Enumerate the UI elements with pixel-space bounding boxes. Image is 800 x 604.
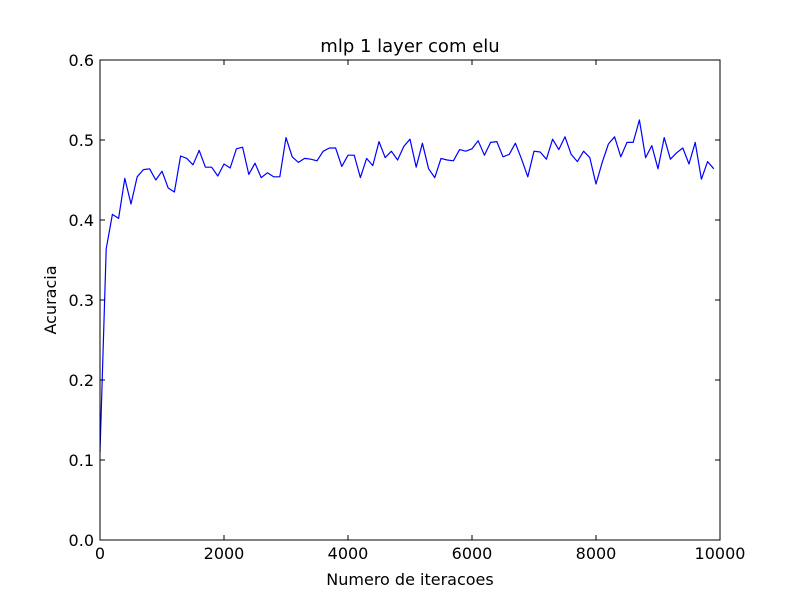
x-tick-label: 4000 xyxy=(328,544,369,563)
x-tick-label: 6000 xyxy=(452,544,493,563)
y-tick-label: 0.5 xyxy=(69,131,94,150)
x-tick-label: 0 xyxy=(95,544,105,563)
y-tick-label: 0.1 xyxy=(69,451,94,470)
plot-area: 0 2000 4000 6000 8000 10000 0.0 0.1 0.2 0.3 0.4 0.5… xyxy=(69,51,746,563)
y-tick-label: 0.4 xyxy=(69,211,94,230)
x-tick-label: 10000 xyxy=(695,544,746,563)
y-tick-label: 0.3 xyxy=(69,291,94,310)
chart-title: mlp 1 layer com elu xyxy=(320,36,499,57)
y-tick-label: 0.0 xyxy=(69,531,94,550)
x-axis-label: Numero de iteracoes xyxy=(326,570,493,589)
accuracy-series-line xyxy=(99,119,715,453)
x-tick-label: 8000 xyxy=(576,544,617,563)
y-axis-label: Acuracia xyxy=(41,265,60,334)
y-tick-label: 0.6 xyxy=(69,51,94,70)
y-tick-label: 0.2 xyxy=(69,371,94,390)
x-tick-label: 2000 xyxy=(204,544,245,563)
